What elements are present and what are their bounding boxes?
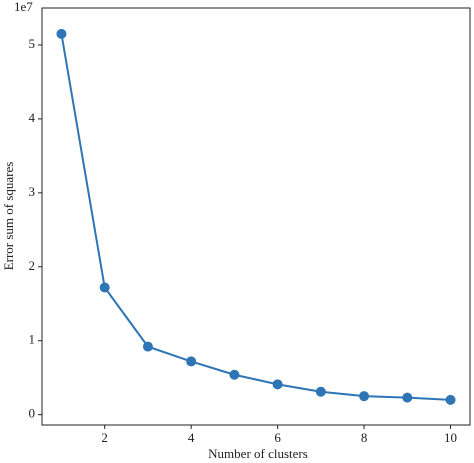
y-tick-label: 4: [29, 110, 36, 125]
data-point: [229, 369, 240, 380]
y-tick-label: 5: [29, 36, 36, 51]
series-line: [60, 33, 451, 401]
data-point: [142, 341, 153, 352]
y-axis-label: Error sum of squares: [1, 162, 16, 271]
plot-frame: [41, 7, 471, 426]
offset-label: 1e7: [14, 0, 33, 14]
data-point: [359, 391, 370, 402]
data-point: [186, 356, 197, 367]
y-tick-label: 0: [29, 406, 36, 421]
data-point: [99, 282, 110, 293]
data-point: [272, 379, 283, 390]
data-point: [315, 386, 326, 397]
x-tick-label: 8: [361, 430, 368, 445]
x-tick-label: 4: [188, 430, 195, 445]
y-tick-label: 2: [29, 258, 36, 273]
y-tick-label: 1: [29, 332, 36, 347]
x-tick-label: 6: [274, 430, 281, 445]
x-axis-label: Number of clusters: [208, 446, 308, 461]
x-tick-label: 10: [444, 430, 457, 445]
data-point: [56, 28, 67, 39]
data-point: [402, 392, 413, 403]
y-tick-label: 3: [29, 184, 36, 199]
x-tick-label: 2: [101, 430, 108, 445]
data-point: [445, 394, 456, 405]
